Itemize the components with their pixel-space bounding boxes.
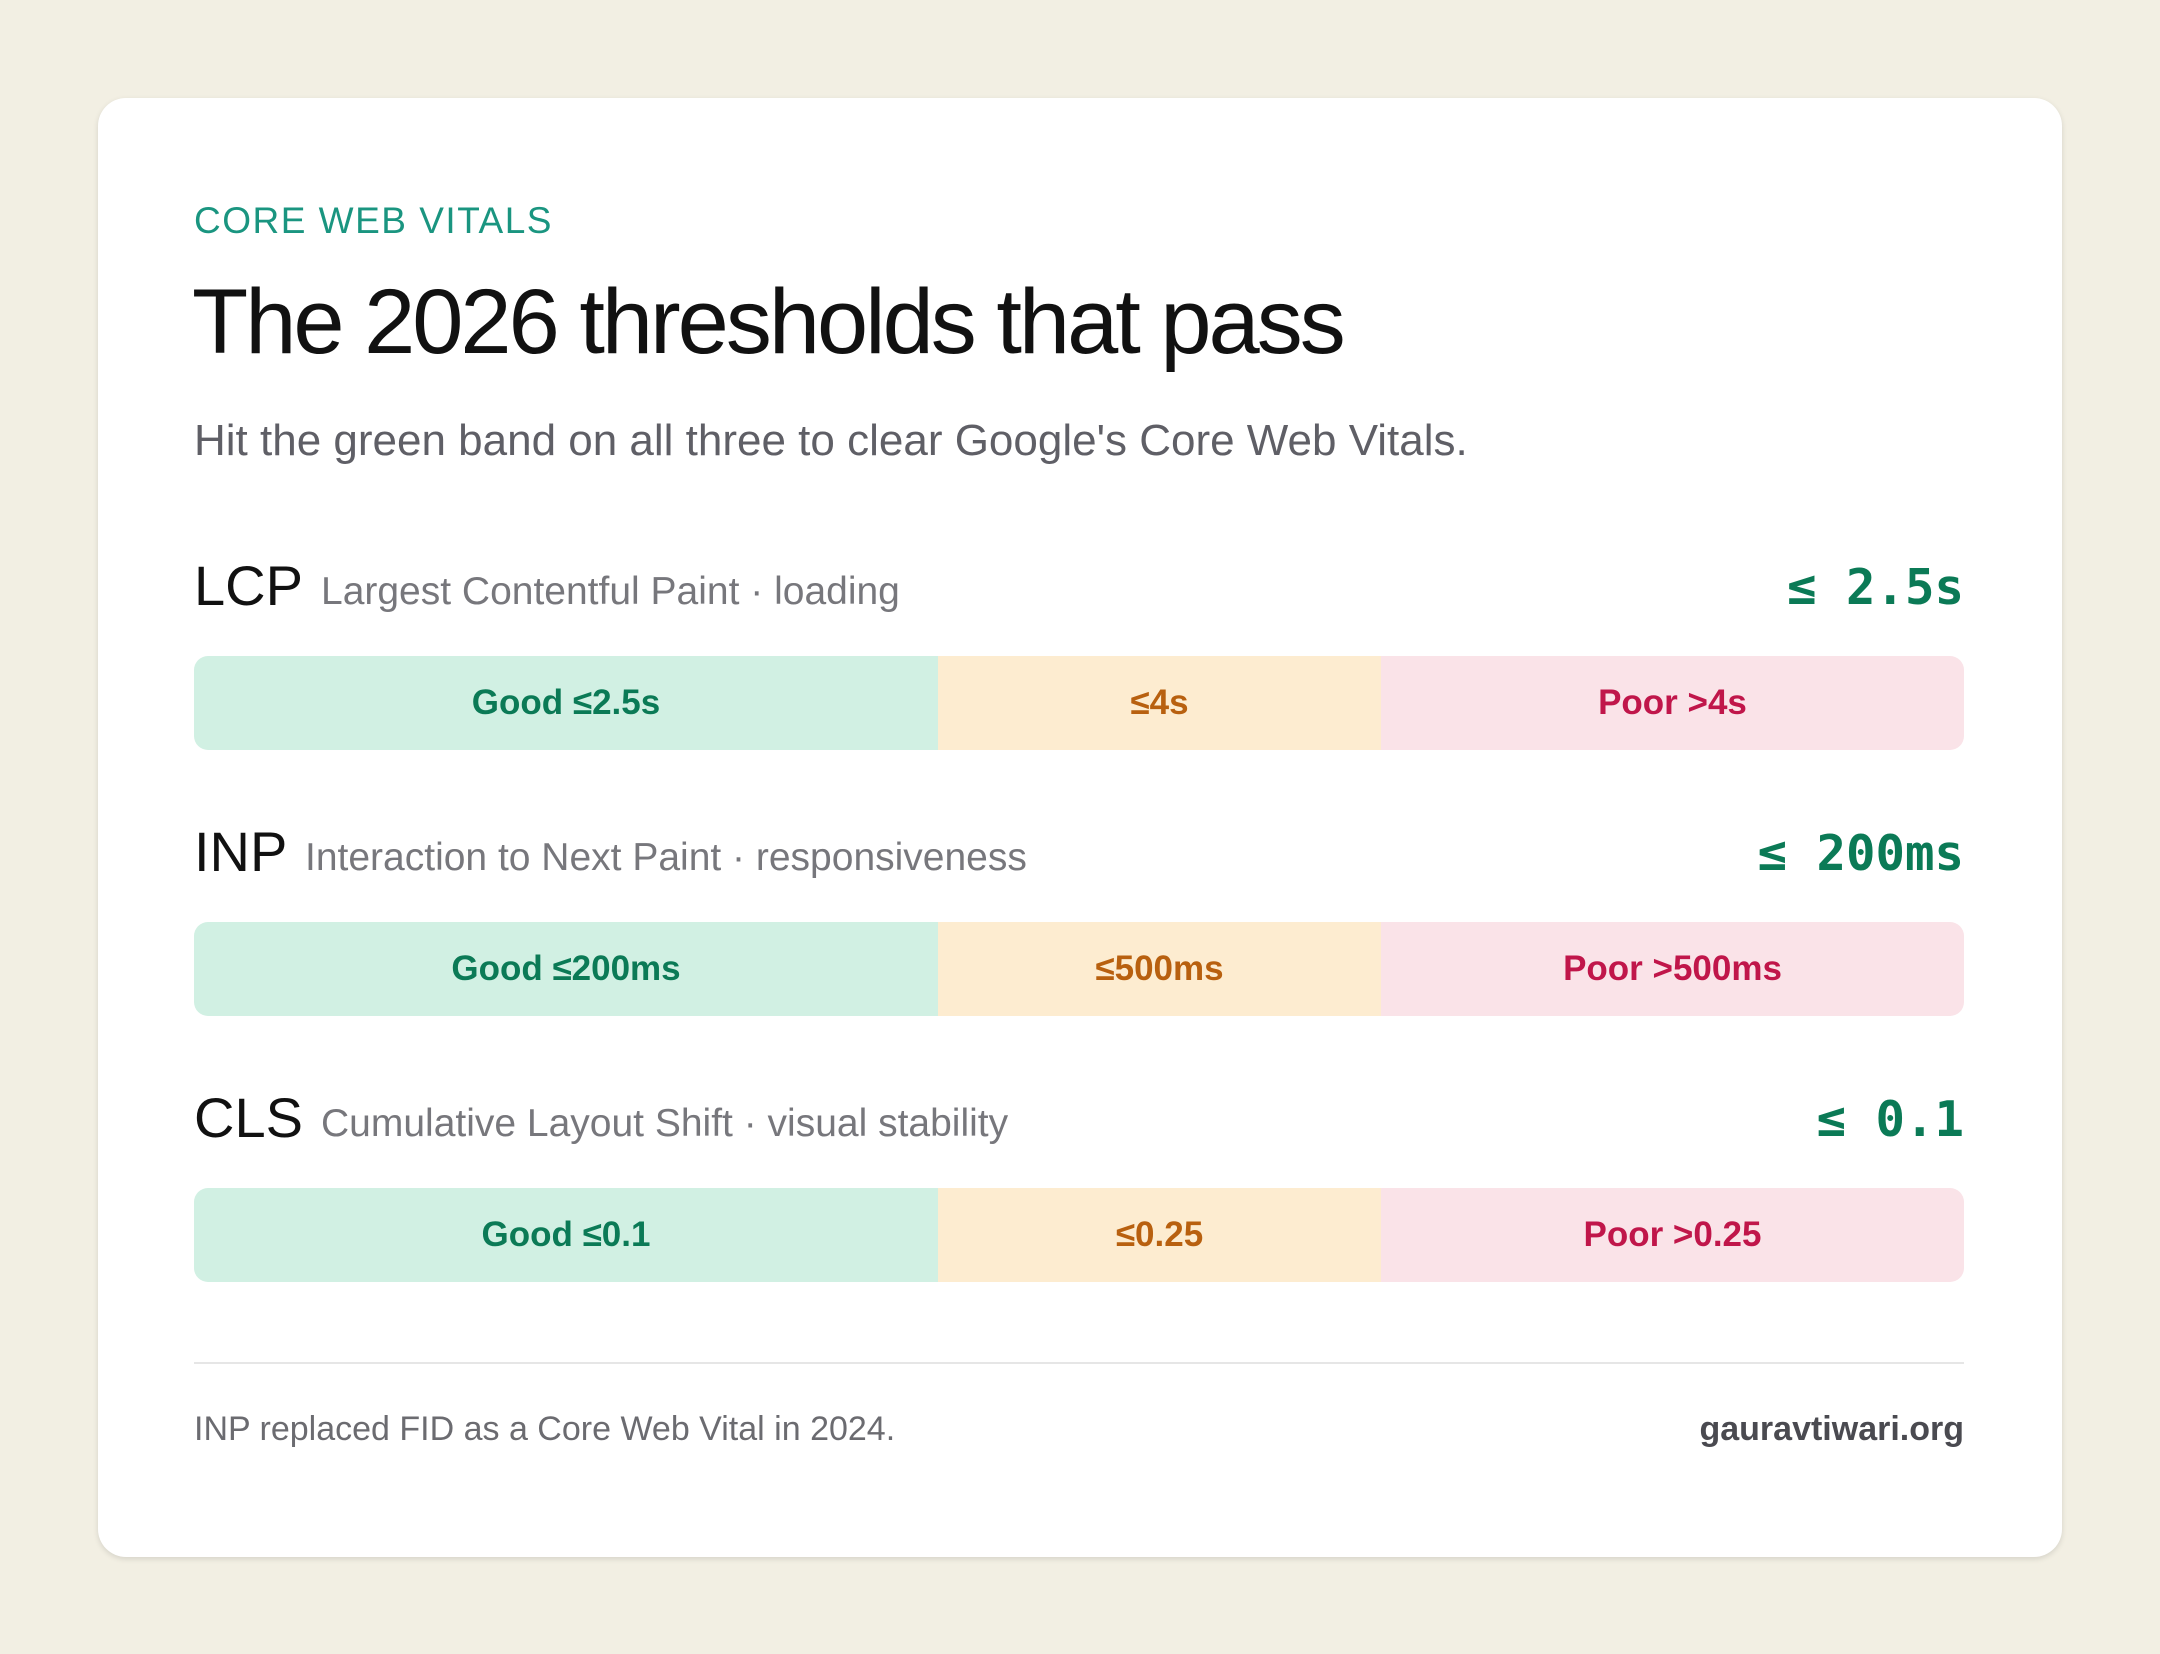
- metric-header: LCP Largest Contentful Paint · loading ≤ 2…: [194, 548, 1964, 618]
- title: The 2026 thresholds that pass: [192, 271, 1346, 373]
- band-needs-improvement: ≤500ms: [938, 922, 1381, 1016]
- divider: [194, 1362, 1964, 1364]
- band-good: Good ≤0.1: [194, 1188, 938, 1282]
- metric-abbr: LCP: [194, 554, 303, 617]
- band-good: Good ≤200ms: [194, 922, 938, 1016]
- metric-target: ≤ 200ms: [1757, 825, 1964, 882]
- metric-name: Cumulative Layout Shift · visual stabili…: [321, 1102, 1009, 1145]
- band-needs-improvement: ≤0.25: [938, 1188, 1381, 1282]
- subtitle: Hit the green band on all three to clear…: [194, 416, 1468, 465]
- band-poor: Poor >0.25: [1381, 1188, 1964, 1282]
- threshold-bar: Good ≤200ms ≤500ms Poor >500ms: [194, 922, 1964, 1016]
- band-needs-improvement: ≤4s: [938, 656, 1381, 750]
- band-good: Good ≤2.5s: [194, 656, 938, 750]
- footer-site: gauravtiwari.org: [1699, 1410, 1964, 1448]
- metric-target: ≤ 2.5s: [1786, 559, 1964, 616]
- eyebrow: CORE WEB VITALS: [194, 200, 553, 241]
- metric-name: Interaction to Next Paint · responsivene…: [305, 836, 1027, 879]
- metric-name: Largest Contentful Paint · loading: [321, 570, 900, 613]
- metric-target: ≤ 0.1: [1816, 1091, 1964, 1148]
- metric-abbr: INP: [194, 820, 288, 883]
- footer-note: INP replaced FID as a Core Web Vital in …: [194, 1410, 896, 1448]
- band-poor: Poor >4s: [1381, 656, 1964, 750]
- threshold-bar: Good ≤0.1 ≤0.25 Poor >0.25: [194, 1188, 1964, 1282]
- metric-abbr: CLS: [194, 1086, 303, 1149]
- threshold-bar: Good ≤2.5s ≤4s Poor >4s: [194, 656, 1964, 750]
- metric-header: INP Interaction to Next Paint · responsiv…: [194, 814, 1964, 884]
- metric-header: CLS Cumulative Layout Shift · visual stab…: [194, 1080, 1964, 1150]
- card: CORE WEB VITALS The 2026 thresholds that…: [98, 98, 2062, 1557]
- band-poor: Poor >500ms: [1381, 922, 1964, 1016]
